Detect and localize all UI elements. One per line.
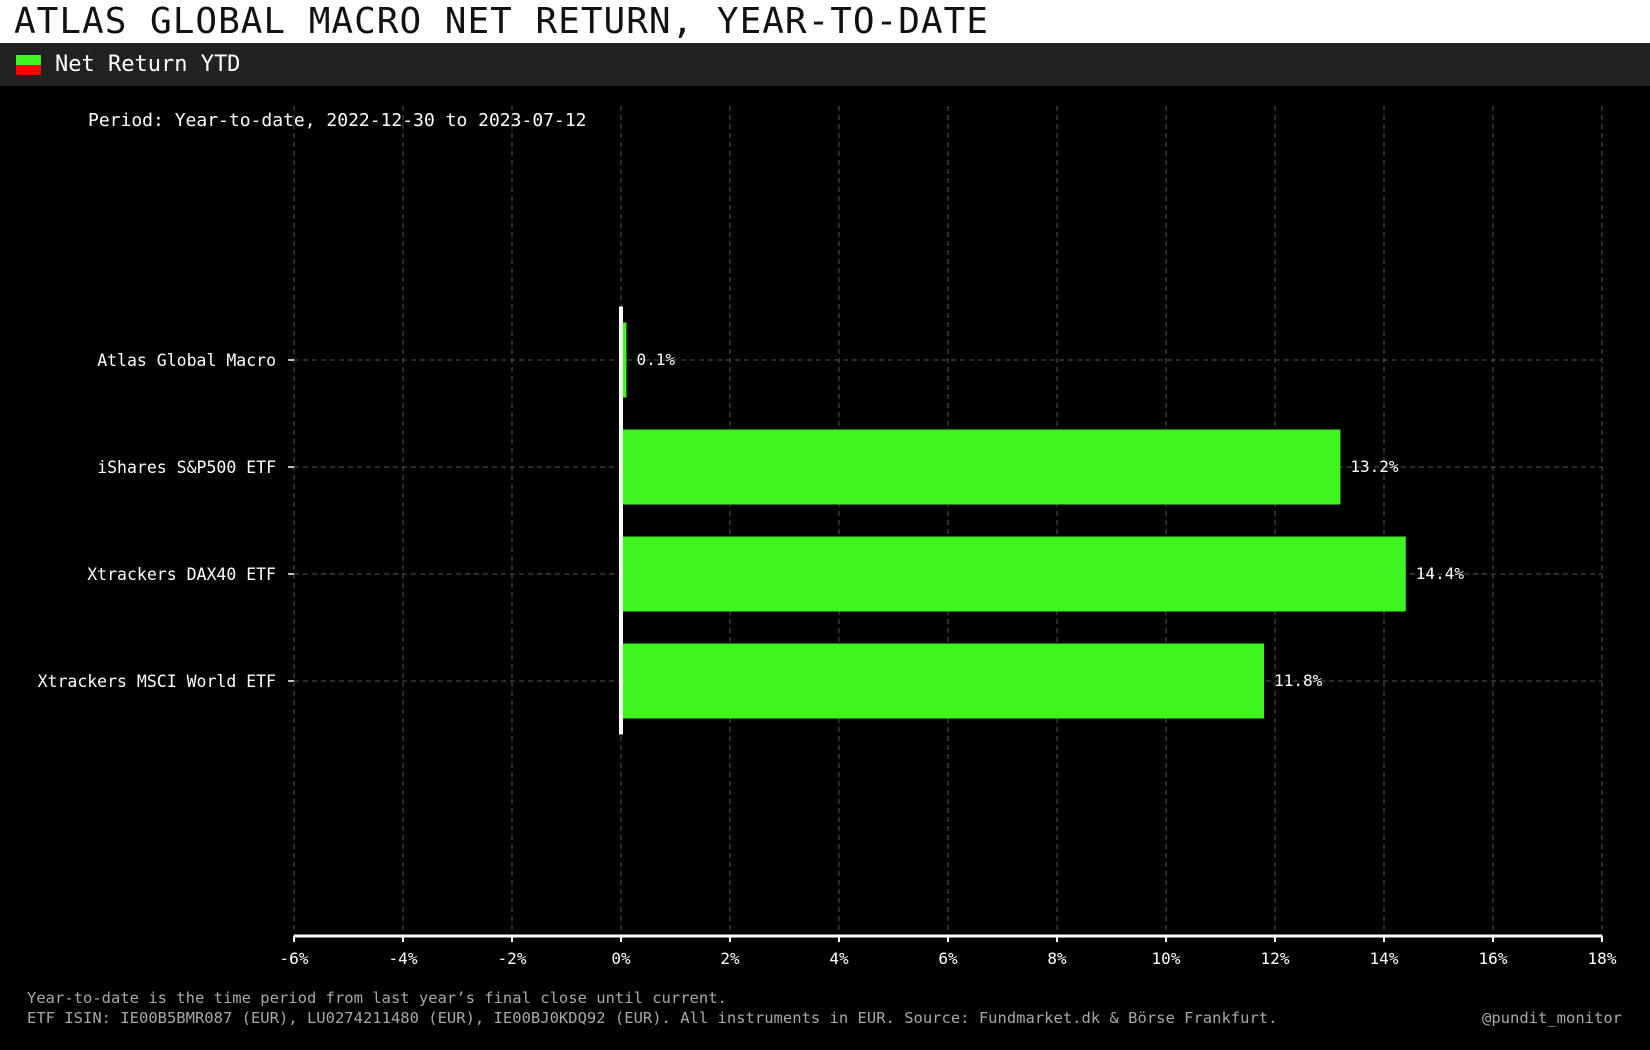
legend-label: Net Return YTD [55, 52, 241, 77]
category-label-2: Xtrackers DAX40 ETF [87, 565, 276, 584]
axis-layer [288, 306, 1603, 942]
x-tick-label: 16% [1479, 949, 1508, 968]
x-tick-label: 0% [611, 949, 631, 968]
x-tick-label: 2% [720, 949, 740, 968]
x-tick-label: 14% [1370, 949, 1399, 968]
category-label-0: Atlas Global Macro [97, 351, 276, 370]
bar-2 [623, 536, 1406, 612]
x-tick-label: -6% [280, 949, 309, 968]
legend-swatch-positive [16, 55, 41, 65]
bar-chart: 0.1% 13.2% 14.4% 11.8% -6% -4% -2% 0% 2% 4% 6% 8% 10… [38, 106, 1617, 968]
x-tick-label: 12% [1261, 949, 1290, 968]
chart-area: 0.1% 13.2% 14.4% 11.8% -6% -4% -2% 0% 2% 4% 6% 8% 10… [0, 86, 1650, 1050]
category-label-3: Xtrackers MSCI World ETF [38, 672, 276, 691]
x-tick-label: -4% [389, 949, 418, 968]
period-note: Period: Year-to-date, 2022-12-30 to 2023… [88, 110, 587, 131]
footnote-source: ETF ISIN: IE00B5BMR087 (EUR), LU02742114… [27, 1009, 1278, 1027]
x-tick-label: 18% [1588, 949, 1617, 968]
bar-1 [623, 429, 1341, 505]
bar-0 [623, 322, 627, 398]
data-label-1: 13.2% [1350, 457, 1399, 476]
grid-layer [293, 106, 1603, 936]
page-title: ATLAS GLOBAL MACRO NET RETURN, YEAR-TO-D… [14, 1, 989, 42]
bar-layer [623, 322, 1406, 719]
legend-swatch-negative [16, 65, 41, 75]
title-bar: ATLAS GLOBAL MACRO NET RETURN, YEAR-TO-D… [0, 0, 1650, 43]
credit-handle: @pundit_monitor [1482, 1009, 1622, 1027]
category-label-1: iShares S&P500 ETF [97, 458, 276, 477]
data-label-2: 14.4% [1416, 564, 1465, 583]
legend-bar: Net Return YTD [0, 43, 1650, 86]
data-label-3: 11.8% [1274, 671, 1323, 690]
data-label-0: 0.1% [636, 350, 675, 369]
label-layer: 0.1% 13.2% 14.4% 11.8% -6% -4% -2% 0% 2% 4% 6% 8% 10… [38, 350, 1617, 968]
footnote-definition: Year-to-date is the time period from las… [27, 989, 727, 1007]
x-tick-label: 6% [938, 949, 958, 968]
x-tick-label: 10% [1152, 949, 1181, 968]
bar-3 [623, 643, 1265, 719]
x-tick-label: 8% [1047, 949, 1067, 968]
legend-swatch-icon [16, 55, 41, 75]
x-tick-label: 4% [829, 949, 849, 968]
x-tick-label: -2% [498, 949, 527, 968]
